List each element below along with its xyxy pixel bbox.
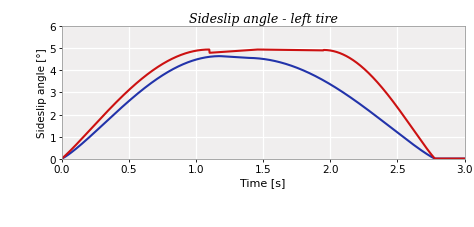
Mathematical model [222,51,228,54]
Mathematical model [462,158,467,160]
ADAMS [100,124,106,127]
Mathematical model [100,115,106,118]
Mathematical model [374,80,379,83]
ADAMS [237,57,242,59]
Line: Mathematical model: Mathematical model [62,50,465,159]
ADAMS [336,89,342,91]
ADAMS [222,56,228,59]
Mathematical model [206,49,212,52]
Mathematical model [381,89,386,91]
Y-axis label: Sideslip angle [°]: Sideslip angle [°] [36,48,46,138]
ADAMS [217,56,223,58]
ADAMS [374,115,379,118]
Mathematical model [59,158,64,160]
Mathematical model [336,52,342,55]
Mathematical model [237,50,242,53]
Line: ADAMS: ADAMS [62,57,465,159]
ADAMS [462,158,467,160]
Title: Sideslip angle - left tire: Sideslip angle - left tire [189,13,337,26]
ADAMS [59,158,64,160]
ADAMS [381,121,386,123]
X-axis label: Time [s]: Time [s] [240,177,286,187]
